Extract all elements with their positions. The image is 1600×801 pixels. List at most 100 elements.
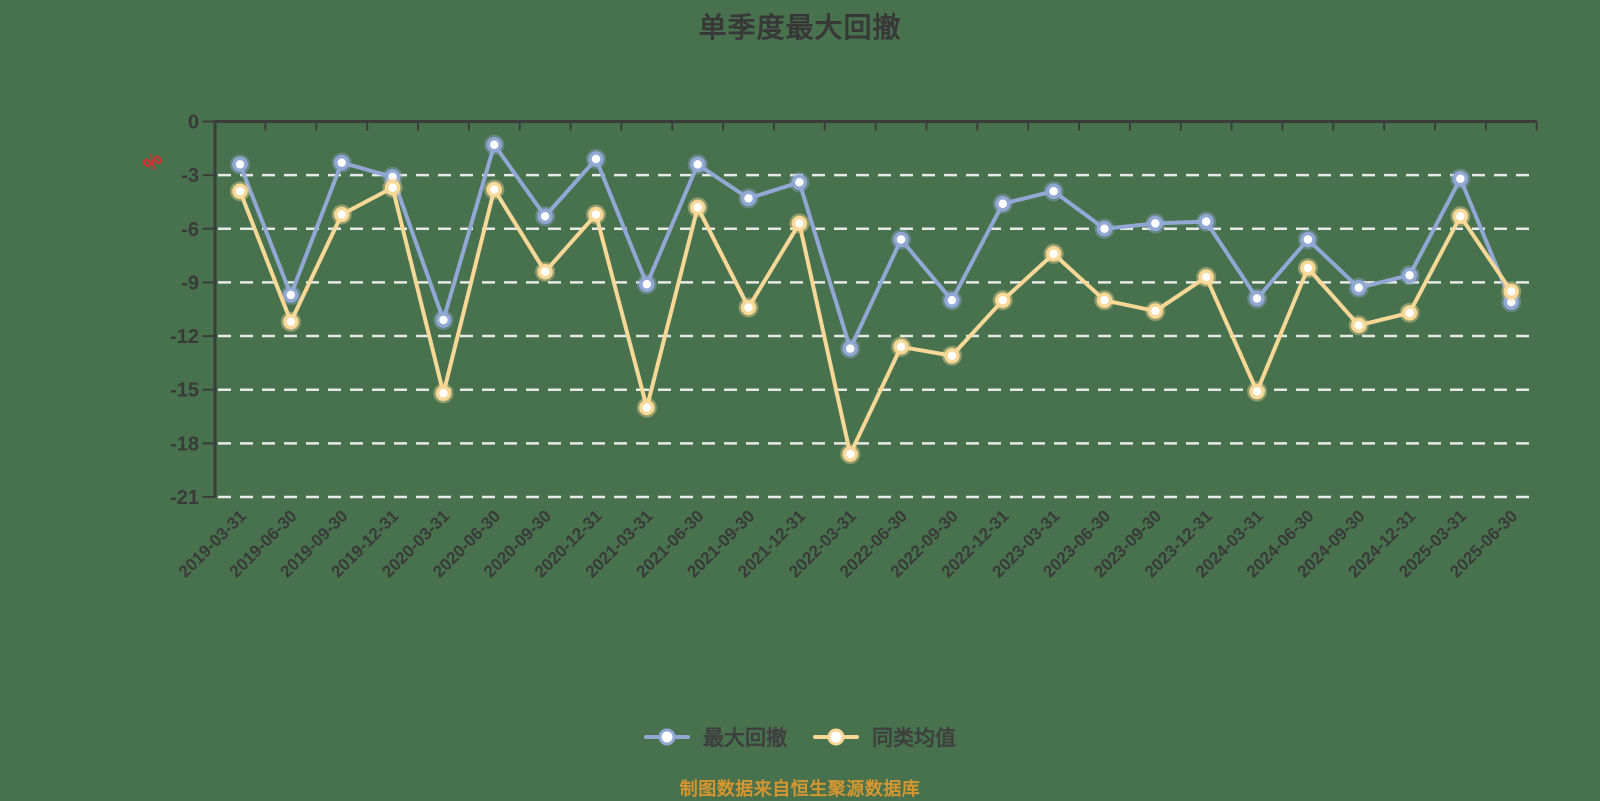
data-point[interactable]: [893, 339, 909, 355]
data-point[interactable]: [588, 151, 604, 167]
data-point[interactable]: [232, 183, 248, 199]
data-point[interactable]: [1401, 267, 1418, 284]
data-point-halo: [992, 290, 1013, 311]
data-point-halo: [1196, 267, 1217, 288]
legend-marker-icon: [644, 727, 690, 747]
legend-item-label: 最大回撤: [703, 727, 787, 750]
data-point-halo: [484, 134, 505, 155]
data-point[interactable]: [1300, 260, 1316, 276]
legend-item-category-average[interactable]: 同类均值: [813, 722, 956, 752]
data-point-halo: [433, 383, 454, 404]
category-average-line[interactable]: [238, 185, 1514, 457]
data-point[interactable]: [1096, 292, 1113, 309]
data-point-halo: [535, 261, 556, 282]
legend-item-label: 同类均值: [872, 727, 956, 750]
data-point-halo: [1043, 243, 1064, 264]
data-point-halo: [331, 204, 352, 225]
data-point-halo: [1348, 315, 1369, 336]
data-point[interactable]: [791, 174, 808, 191]
data-point-halo: [840, 444, 861, 465]
data-point-halo: [1297, 258, 1318, 279]
data-point[interactable]: [1249, 383, 1265, 400]
data-point[interactable]: [588, 206, 604, 223]
data-point[interactable]: [1045, 183, 1062, 199]
data-point[interactable]: [689, 199, 706, 216]
data-point[interactable]: [995, 195, 1011, 212]
data-point-halo: [636, 397, 657, 418]
data-point-halo: [891, 336, 912, 357]
data-point[interactable]: [791, 215, 808, 232]
data-point-halo: [1094, 290, 1115, 311]
data-point[interactable]: [486, 181, 503, 198]
data-point[interactable]: [1198, 269, 1214, 285]
data-point[interactable]: [1096, 221, 1113, 237]
data-point[interactable]: [435, 385, 452, 402]
data-point[interactable]: [639, 399, 655, 416]
data-point[interactable]: [893, 231, 909, 248]
data-point-halo: [585, 204, 606, 225]
data-point-halo: [1450, 168, 1471, 189]
data-point[interactable]: [1452, 170, 1469, 187]
data-point-halo: [738, 188, 759, 209]
data-point-halo: [1348, 277, 1369, 298]
data-point[interactable]: [1452, 208, 1469, 225]
data-point-halo: [941, 345, 962, 366]
data-point[interactable]: [1045, 246, 1062, 262]
data-point[interactable]: [1350, 317, 1367, 334]
data-point[interactable]: [283, 314, 299, 330]
data-point[interactable]: [639, 276, 655, 292]
data-source-note: 制图数据来自恒生聚源数据库: [679, 779, 921, 799]
data-point[interactable]: [486, 136, 503, 153]
data-point[interactable]: [1401, 305, 1418, 321]
data-point[interactable]: [740, 190, 757, 207]
data-point-halo: [484, 179, 505, 200]
data-point-halo: [382, 177, 403, 198]
y-axis-label: 0: [188, 112, 199, 134]
data-point[interactable]: [995, 292, 1011, 309]
data-point[interactable]: [537, 208, 553, 225]
data-point[interactable]: [1249, 290, 1265, 307]
data-point-halo: [687, 197, 708, 218]
data-point[interactable]: [1198, 213, 1214, 230]
legend-marker-icon: [813, 727, 859, 747]
data-point[interactable]: [537, 263, 553, 280]
data-point[interactable]: [842, 446, 858, 462]
data-point[interactable]: [435, 312, 452, 328]
data-point-halo: [1297, 229, 1318, 250]
data-point[interactable]: [1147, 215, 1164, 232]
data-point[interactable]: [283, 287, 299, 303]
data-point[interactable]: [944, 292, 960, 309]
data-point[interactable]: [944, 347, 960, 364]
data-point-halo: [738, 297, 759, 318]
data-point[interactable]: [1350, 280, 1367, 296]
data-point-halo: [1247, 288, 1268, 309]
data-point-halo: [1145, 301, 1166, 322]
data-point-halo: [992, 193, 1013, 214]
data-point-halo: [636, 274, 657, 295]
data-point-halo: [1450, 206, 1471, 227]
data-point-halo: [280, 311, 301, 332]
data-point[interactable]: [384, 179, 401, 196]
data-point[interactable]: [232, 156, 248, 173]
y-axis-label: -9: [181, 272, 199, 294]
data-point[interactable]: [1503, 283, 1520, 300]
data-point[interactable]: [842, 340, 858, 357]
data-point-halo: [1145, 213, 1166, 234]
data-point[interactable]: [1300, 231, 1316, 248]
data-point[interactable]: [689, 156, 706, 173]
legend-item-max-drawdown[interactable]: 最大回撤: [644, 722, 787, 752]
data-point-halo: [840, 338, 861, 359]
data-point-halo: [1043, 181, 1064, 202]
chart-title: 单季度最大回撤: [698, 12, 902, 43]
data-point[interactable]: [333, 206, 350, 223]
max-drawdown-line[interactable]: [238, 142, 1514, 351]
data-point-halo: [789, 172, 810, 193]
data-point-halo: [789, 213, 810, 234]
data-point-halo: [891, 229, 912, 250]
data-point-halo: [1501, 281, 1522, 302]
data-point[interactable]: [740, 299, 757, 316]
data-point-halo: [1247, 381, 1268, 402]
data-point[interactable]: [1147, 303, 1164, 319]
data-point[interactable]: [333, 154, 350, 171]
